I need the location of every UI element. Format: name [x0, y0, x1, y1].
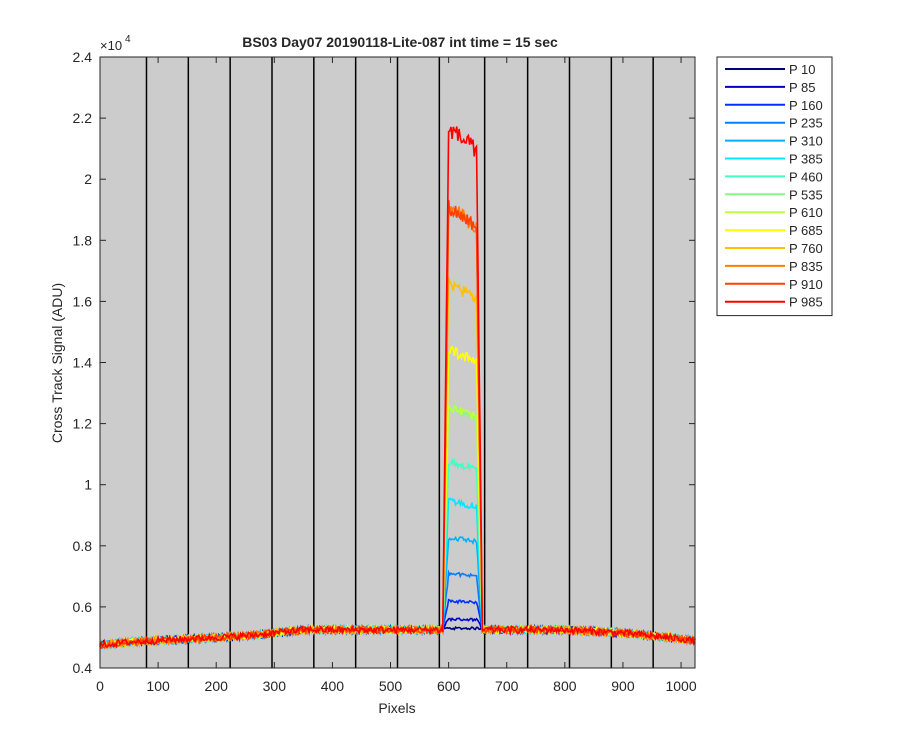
vertical-lines	[145, 57, 654, 668]
series-line	[99, 126, 696, 649]
x-tick-label: 100	[146, 678, 170, 694]
x-tick-label: 200	[205, 678, 229, 694]
y-axis-label: Cross Track Signal (ADU)	[49, 283, 65, 443]
legend: P 10 P 85 P 160 P 235 P 310 P 385 P 460 P 535 P …	[716, 56, 833, 317]
x-tick-label: 600	[437, 678, 461, 694]
legend-label: P 910	[789, 277, 823, 292]
legend-label: P 760	[789, 241, 823, 256]
y-exponent-base: ×10	[100, 38, 122, 53]
legend-label: P 10	[789, 62, 816, 77]
y-tick-label: 2.2	[73, 110, 93, 126]
x-tick-label: 400	[321, 678, 345, 694]
y-tick-label: 1	[84, 477, 92, 493]
x-tick-label: 300	[263, 678, 287, 694]
y-tick-label: 0.8	[73, 538, 93, 554]
y-exponent-power: 4	[125, 34, 131, 45]
chart-title: BS03 Day07 20190118-Lite-087 int time = …	[242, 34, 558, 50]
legend-label: P 685	[789, 223, 823, 238]
legend-label: P 535	[789, 187, 823, 202]
y-axis: 0.4 0.6 0.8 1 1.2 1.4 1.6 1.8 2 2.2 2.4	[73, 49, 695, 676]
y-tick-label: 0.4	[73, 660, 93, 676]
x-tick-label: 800	[553, 678, 577, 694]
series-lines	[99, 126, 696, 651]
legend-label: P 85	[789, 80, 816, 95]
x-axis-label: Pixels	[378, 700, 415, 716]
y-tick-label: 2.4	[73, 49, 93, 65]
legend-label: P 160	[789, 98, 823, 113]
y-tick-label: 1.8	[73, 232, 93, 248]
y-tick-label: 0.6	[73, 599, 93, 615]
legend-box	[716, 56, 833, 317]
x-tick-label: 700	[495, 678, 519, 694]
y-tick-label: 1.4	[73, 355, 93, 371]
x-axis: 0 100 200 300 400 500 600 700 800 900 1000	[96, 57, 697, 694]
y-tick-label: 1.2	[73, 416, 93, 432]
x-tick-label: 900	[611, 678, 635, 694]
legend-label: P 835	[789, 259, 823, 274]
legend-label: P 460	[789, 169, 823, 184]
y-tick-label: 1.6	[73, 293, 93, 309]
legend-label: P 310	[789, 134, 823, 149]
y-tick-label: 2	[84, 171, 92, 187]
x-tick-label: 0	[96, 678, 104, 694]
legend-label: P 385	[789, 152, 823, 167]
legend-label: P 610	[789, 205, 823, 220]
x-tick-label: 1000	[665, 678, 696, 694]
legend-label: P 985	[789, 295, 823, 310]
legend-label: P 235	[789, 116, 823, 131]
x-tick-label: 500	[379, 678, 403, 694]
